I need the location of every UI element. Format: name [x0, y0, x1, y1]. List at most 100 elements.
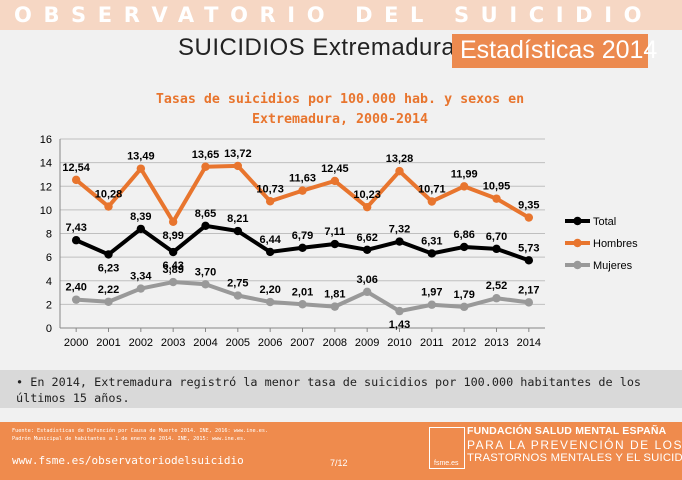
data-label-total: 6,23: [98, 262, 119, 274]
summary-text: • En 2014, Extremadura registró la menor…: [16, 375, 642, 405]
data-label-total: 6,70: [486, 231, 507, 243]
data-point-mujeres: [233, 291, 243, 300]
data-point-mujeres: [524, 298, 534, 307]
x-tick-label: 2005: [226, 337, 250, 349]
legend-marker-total: [573, 216, 582, 226]
data-label-hombres: 12,45: [321, 163, 349, 175]
x-tick-label: 2000: [64, 337, 88, 349]
chart-title-line2: Extremadura, 2000-2014: [251, 112, 429, 127]
data-label-mujeres: 1,81: [324, 289, 345, 301]
data-point-mujeres: [265, 297, 275, 307]
data-point-hombres: [168, 217, 178, 227]
page-subtitle: SUICIDIOS Extremadura: [178, 34, 456, 61]
data-point-hombres: [233, 161, 243, 171]
data-point-hombres: [427, 197, 437, 206]
data-label-hombres: 11,63: [289, 173, 316, 185]
logo-text: fsme.es: [434, 460, 459, 467]
summary-box: • En 2014, Extremadura registró la menor…: [0, 370, 682, 408]
data-label-mujeres: 3,06: [356, 274, 377, 286]
data-label-total: 6,43: [162, 260, 183, 272]
data-label-mujeres: 2,22: [98, 284, 119, 296]
data-label-hombres: 10,28: [95, 189, 123, 201]
source-note: Fuente: Estadísticas de Defunción por Ca…: [12, 428, 342, 443]
data-label-total: 5,73: [518, 242, 539, 254]
statistics-badge-label: Estadísticas 2014: [460, 36, 658, 64]
data-point-hombres: [330, 176, 340, 186]
data-point-mujeres: [104, 297, 113, 306]
data-label-mujeres: 2,17: [518, 284, 539, 296]
data-point-hombres: [265, 197, 275, 206]
legend-marker-mujeres: [573, 260, 582, 270]
data-point-total: [104, 250, 113, 259]
x-tick-label: 2002: [129, 337, 153, 349]
footer: Fuente: Estadísticas de Defunción por Ca…: [0, 422, 682, 480]
fsme-logo: fsme.es: [429, 427, 465, 469]
x-tick-label: 2014: [517, 337, 541, 349]
data-label-total: 6,31: [421, 235, 442, 247]
data-label-total: 6,44: [259, 234, 281, 246]
data-point-hombres: [104, 202, 113, 211]
data-point-hombres: [459, 182, 469, 191]
foundation-line-2: PARA LA PREVENCIÓN DE LOS: [467, 438, 682, 452]
legend-label-total: Total: [593, 216, 616, 228]
data-label-mujeres: 1,97: [421, 287, 442, 299]
x-tick-label: 2011: [420, 337, 444, 349]
data-label-mujeres: 1,79: [453, 289, 474, 301]
data-label-hombres: 9,35: [518, 200, 539, 212]
data-point-mujeres: [136, 284, 146, 293]
data-label-total: 6,86: [453, 229, 474, 241]
source-line-2: Padrón Municipal de habitantes a 1 de en…: [12, 435, 247, 442]
data-point-mujeres: [71, 295, 81, 304]
chart-title: Tasas de suicidios por 100.000 hab. y se…: [80, 90, 600, 130]
x-tick-label: 2012: [452, 337, 476, 349]
page-number: 7/12: [330, 458, 348, 468]
y-tick-label: 2: [46, 299, 52, 311]
data-point-mujeres: [298, 300, 307, 309]
data-label-mujeres: 3,34: [130, 271, 152, 283]
y-tick-label: 6: [46, 252, 52, 264]
data-label-mujeres: 2,52: [486, 280, 507, 292]
data-point-hombres: [201, 162, 210, 171]
data-label-mujeres: 2,01: [292, 286, 313, 298]
data-label-hombres: 13,65: [192, 149, 220, 161]
data-label-total: 8,65: [195, 208, 216, 220]
data-point-total: [71, 236, 81, 245]
data-label-mujeres: 2,40: [65, 282, 86, 294]
foundation-line-3: TRASTORNOS MENTALES Y EL SUICIDIO: [467, 452, 682, 464]
data-label-total: 7,32: [389, 224, 410, 236]
data-label-mujeres: 3,89: [162, 264, 183, 276]
legend-label-hombres: Hombres: [593, 238, 638, 250]
data-label-mujeres: 2,20: [259, 284, 280, 296]
data-label-hombres: 13,72: [224, 148, 252, 160]
y-tick-label: 16: [40, 134, 52, 146]
x-tick-label: 2008: [323, 337, 347, 349]
source-line-1: Fuente: Estadísticas de Defunción por Ca…: [12, 428, 269, 434]
line-chart: 0 2 4 6 8 10 12 14 16 2000 2001 2002 2003 2004 2005 200…: [40, 134, 638, 349]
data-point-mujeres: [459, 302, 469, 312]
data-label-hombres: 10,71: [418, 183, 446, 195]
x-tick-label: 2006: [258, 337, 282, 349]
data-label-hombres: 8,99: [162, 230, 183, 242]
data-label-hombres: 13,28: [386, 153, 414, 165]
data-label-hombres: 12,54: [62, 162, 90, 174]
data-label-total: 7,43: [65, 222, 86, 234]
x-tick-label: 2013: [484, 337, 508, 349]
data-label-total: 7,11: [324, 226, 345, 238]
y-tick-label: 14: [40, 158, 52, 170]
legend-marker-hombres: [573, 238, 582, 248]
legend-label-mujeres: Mujeres: [593, 260, 633, 272]
data-point-hombres: [298, 186, 307, 195]
x-tick-label: 2003: [161, 337, 185, 349]
website-link[interactable]: www.fsme.es/observatoriodelsuicidio: [12, 454, 244, 467]
observatory-title: OBSERVATORIO DEL SUICIDIO: [14, 3, 654, 27]
data-label-mujeres: 2,75: [227, 278, 248, 290]
data-point-total: [265, 247, 275, 257]
data-label-mujeres: 3,70: [195, 266, 216, 278]
data-point-total: [362, 245, 372, 255]
y-tick-label: 0: [46, 323, 52, 335]
data-label-hombres: 10,23: [353, 189, 381, 201]
data-label-total: 8,39: [130, 211, 151, 223]
data-point-total: [298, 243, 307, 252]
data-point-mujeres: [330, 302, 340, 311]
data-label-mujeres: 1,43: [389, 319, 410, 331]
